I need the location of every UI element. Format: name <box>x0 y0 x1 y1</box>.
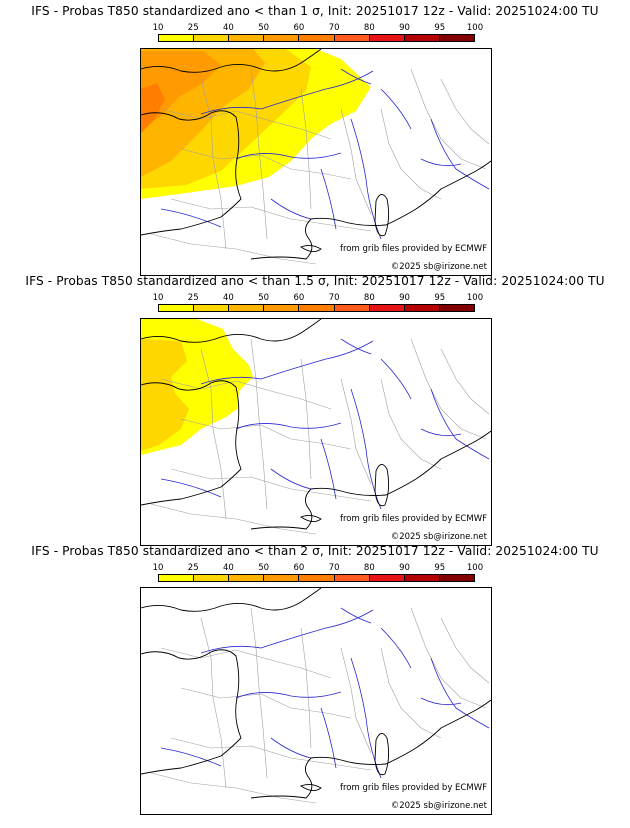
coastline <box>141 319 491 530</box>
rivers <box>160 607 490 779</box>
colorbar-ticks: 10 25 40 50 60 70 80 90 95 100 <box>153 293 484 303</box>
admin-borders <box>150 607 490 804</box>
colorbar-tick-label: 10 <box>152 23 164 33</box>
colorbar-swatch <box>439 305 474 311</box>
probability-map-1: from grib files provided by ECMWF ©2025 … <box>140 48 492 276</box>
panel-title: IFS - Probas T850 standardized ano < tha… <box>31 544 599 558</box>
probability-map-3: from grib files provided by ECMWF ©2025 … <box>140 587 492 815</box>
colorbar-tick-label: 95 <box>434 563 446 573</box>
colorbar-tick-label: 70 <box>328 563 340 573</box>
map-panel-2: IFS - Probas T850 standardized ano < tha… <box>0 270 630 540</box>
map-canvas <box>141 49 491 265</box>
map-canvas <box>141 319 491 535</box>
colorbar-tick-label: 40 <box>223 23 234 33</box>
colorbar-swatch <box>439 575 474 581</box>
colorbar-ticks: 10 25 40 50 60 70 80 90 95 100 <box>153 23 484 33</box>
colorbar-swatches <box>158 34 475 42</box>
colorbar-tick-label: 50 <box>258 23 270 33</box>
colorbar-tick-label: 10 <box>152 293 164 303</box>
colorbar-tick-label: 80 <box>363 293 375 303</box>
colorbar-swatch <box>194 575 230 581</box>
colorbar-swatch <box>369 575 405 581</box>
colorbar-tick-label: 25 <box>187 563 199 573</box>
colorbar-swatch <box>264 35 300 41</box>
prob-area-gold <box>141 339 189 451</box>
colorbar-swatch <box>229 575 265 581</box>
map-panel-3: IFS - Probas T850 standardized ano < tha… <box>0 540 630 810</box>
copyright-credit: ©2025 sb@irizone.net <box>390 532 487 542</box>
data-source-credit: from grib files provided by ECMWF <box>340 783 487 793</box>
colorbar-swatch <box>404 35 440 41</box>
colorbar-swatch <box>369 305 405 311</box>
colorbar-tick-label: 10 <box>152 563 164 573</box>
colorbar: 10 25 40 50 60 70 80 90 95 100 <box>153 563 484 583</box>
colorbar-swatch <box>264 575 300 581</box>
colorbar-tick-label: 60 <box>293 563 305 573</box>
prob-area-deep <box>141 83 165 133</box>
colorbar-swatch <box>229 305 265 311</box>
colorbar-tick-label: 25 <box>187 23 199 33</box>
colorbar-swatch <box>299 35 335 41</box>
colorbar-swatch <box>194 305 230 311</box>
colorbar-tick-label: 70 <box>328 293 340 303</box>
colorbar-swatch <box>159 35 195 41</box>
colorbar-tick-label: 95 <box>434 23 446 33</box>
data-source-credit: from grib files provided by ECMWF <box>340 514 487 524</box>
panel-title: IFS - Probas T850 standardized ano < tha… <box>31 4 599 18</box>
admin-borders <box>150 68 490 265</box>
rivers <box>160 338 490 510</box>
colorbar-tick-label: 90 <box>399 563 410 573</box>
colorbar-tick-label: 50 <box>258 293 270 303</box>
colorbar-tick-label: 50 <box>258 563 270 573</box>
copyright-credit: ©2025 sb@irizone.net <box>390 262 487 272</box>
colorbar-tick-label: 40 <box>223 563 234 573</box>
data-source-credit: from grib files provided by ECMWF <box>340 244 487 254</box>
colorbar-swatch <box>299 575 335 581</box>
colorbar-tick-label: 100 <box>466 293 484 303</box>
colorbar-tick-label: 80 <box>363 23 375 33</box>
colorbar-swatch <box>194 35 230 41</box>
colorbar-tick-label: 100 <box>466 23 484 33</box>
copyright-credit: ©2025 sb@irizone.net <box>390 801 487 811</box>
colorbar-swatch <box>404 575 440 581</box>
colorbar-swatch <box>439 35 474 41</box>
colorbar: 10 25 40 50 60 70 80 90 95 100 <box>153 293 484 313</box>
colorbar-swatches <box>158 574 475 582</box>
colorbar: 10 25 40 50 60 70 80 90 95 100 <box>153 23 484 43</box>
colorbar-tick-label: 25 <box>187 293 199 303</box>
colorbar-swatch <box>369 35 405 41</box>
colorbar-tick-label: 95 <box>434 293 446 303</box>
colorbar-tick-label: 70 <box>328 23 340 33</box>
colorbar-swatch <box>334 575 370 581</box>
colorbar-swatches <box>158 304 475 312</box>
prob-area-darkorange <box>141 51 221 129</box>
colorbar-swatch <box>159 575 195 581</box>
colorbar-tick-label: 90 <box>399 23 410 33</box>
panel-title: IFS - Probas T850 standardized ano < tha… <box>25 274 605 288</box>
colorbar-ticks: 10 25 40 50 60 70 80 90 95 100 <box>153 563 484 573</box>
map-panel-1: IFS - Probas T850 standardized ano < tha… <box>0 0 630 270</box>
colorbar-swatch <box>159 305 195 311</box>
colorbar-swatch <box>404 305 440 311</box>
colorbar-tick-label: 100 <box>466 563 484 573</box>
colorbar-swatch <box>229 35 265 41</box>
colorbar-tick-label: 90 <box>399 293 410 303</box>
coastline <box>141 588 491 799</box>
coastline <box>141 49 491 260</box>
colorbar-tick-label: 60 <box>293 293 305 303</box>
colorbar-swatch <box>299 305 335 311</box>
colorbar-tick-label: 40 <box>223 293 234 303</box>
colorbar-swatch <box>264 305 300 311</box>
colorbar-swatch <box>334 305 370 311</box>
colorbar-swatch <box>334 35 370 41</box>
map-canvas <box>141 588 491 804</box>
colorbar-tick-label: 60 <box>293 23 305 33</box>
probability-map-2: from grib files provided by ECMWF ©2025 … <box>140 318 492 546</box>
colorbar-tick-label: 80 <box>363 563 375 573</box>
